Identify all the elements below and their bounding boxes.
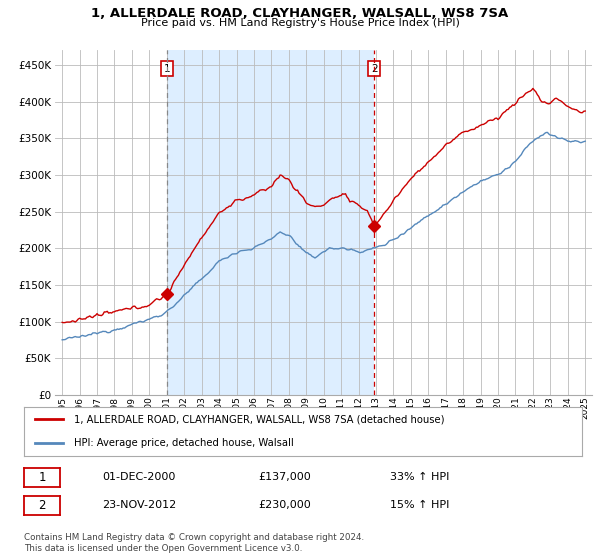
Text: Contains HM Land Registry data © Crown copyright and database right 2024.
This d: Contains HM Land Registry data © Crown c… [24,533,364,553]
Text: 15% ↑ HPI: 15% ↑ HPI [390,500,449,510]
Text: £137,000: £137,000 [258,472,311,482]
Text: 1, ALLERDALE ROAD, CLAYHANGER, WALSALL, WS8 7SA: 1, ALLERDALE ROAD, CLAYHANGER, WALSALL, … [91,7,509,20]
Text: 33% ↑ HPI: 33% ↑ HPI [390,472,449,482]
Bar [167,50,374,395]
Text: 01-DEC-2000: 01-DEC-2000 [102,472,175,482]
Text: £230,000: £230,000 [258,500,311,510]
Text: 1, ALLERDALE ROAD, CLAYHANGER, WALSALL, WS8 7SA (detached house): 1, ALLERDALE ROAD, CLAYHANGER, WALSALL, … [74,414,445,424]
Text: 1: 1 [163,64,170,74]
Text: 2: 2 [38,499,46,512]
Text: 2: 2 [371,64,377,74]
Text: HPI: Average price, detached house, Walsall: HPI: Average price, detached house, Wals… [74,437,294,447]
Text: 1: 1 [38,471,46,484]
Text: 23-NOV-2012: 23-NOV-2012 [102,500,176,510]
Text: Price paid vs. HM Land Registry's House Price Index (HPI): Price paid vs. HM Land Registry's House … [140,18,460,28]
